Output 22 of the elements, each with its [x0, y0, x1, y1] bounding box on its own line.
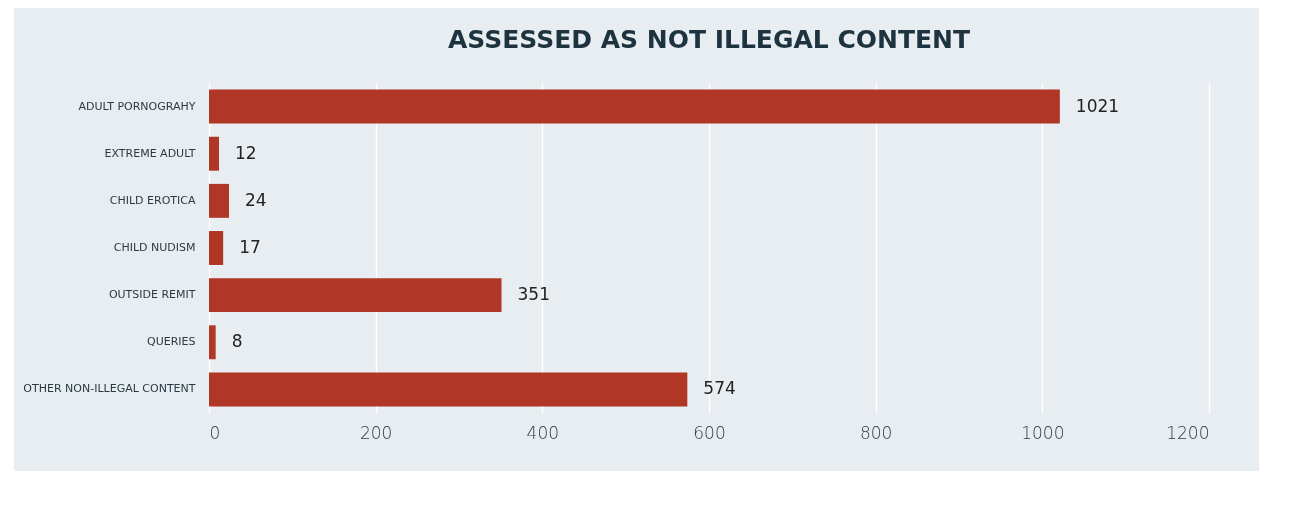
y-tick-label: EXTREME ADULT — [104, 146, 196, 160]
y-tick-label: ADULT PORNOGRAHY — [78, 99, 196, 113]
x-tick-label: 1000 — [1021, 422, 1065, 443]
y-tick-label: OTHER NON-ILLEGAL CONTENT — [23, 382, 196, 396]
chart-title: ASSESSED AS NOT ILLEGAL CONTENT — [447, 25, 971, 54]
x-tick-label: 600 — [693, 422, 726, 443]
data-label: 24 — [245, 189, 267, 210]
y-tick-label: QUERIES — [147, 335, 196, 349]
y-tick-label: CHILD NUDISM — [113, 241, 196, 254]
y-tick-label: CHILD EROTICA — [109, 193, 196, 207]
x-tick-label: 800 — [859, 422, 893, 443]
data-label: 574 — [703, 378, 736, 399]
data-label: 8 — [231, 331, 243, 352]
data-label: 12 — [235, 142, 257, 163]
x-tick-label: 1200 — [1166, 422, 1210, 443]
data-label: 351 — [517, 284, 550, 305]
x-tick-label: 0 — [209, 422, 221, 443]
y-tick-label: OUTSIDE REMIT — [108, 288, 196, 302]
x-tick-label: 400 — [526, 422, 560, 443]
data-label: 1021 — [1075, 95, 1120, 116]
x-tick-label: 200 — [359, 422, 393, 443]
data-label: 17 — [239, 237, 261, 257]
